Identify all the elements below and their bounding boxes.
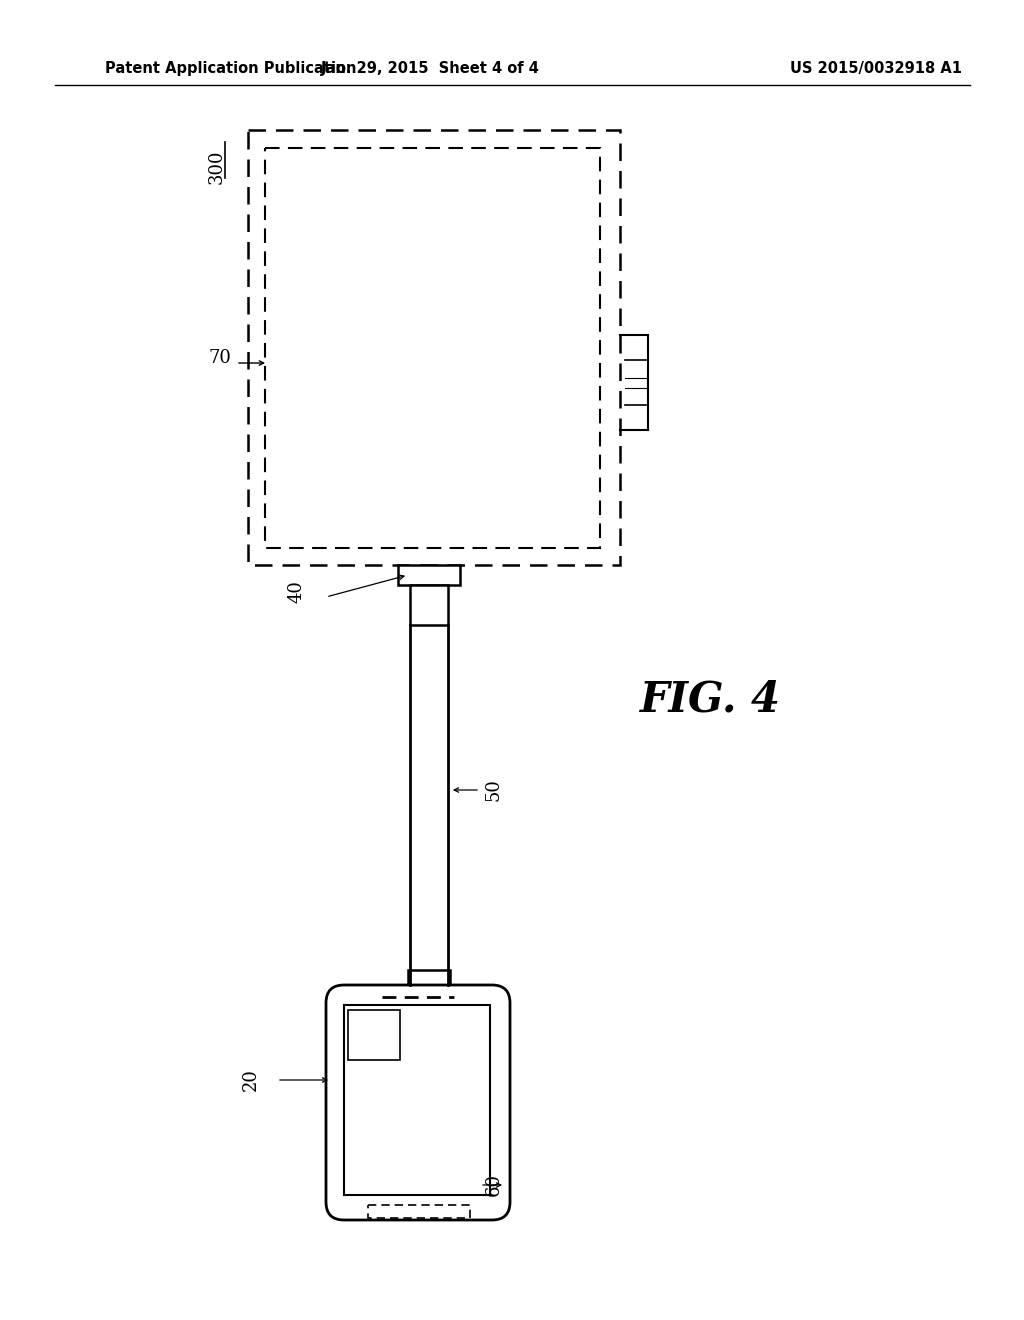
Text: 50: 50 bbox=[485, 779, 503, 801]
Text: 20: 20 bbox=[242, 1069, 260, 1092]
Bar bbox=[368, 1205, 470, 1218]
Bar bbox=[344, 1005, 490, 1195]
Text: Patent Application Publication: Patent Application Publication bbox=[105, 61, 356, 75]
FancyBboxPatch shape bbox=[326, 985, 510, 1220]
Text: 70: 70 bbox=[208, 348, 230, 367]
Text: 40: 40 bbox=[288, 581, 306, 603]
Bar bbox=[398, 565, 460, 585]
Text: 60: 60 bbox=[485, 1173, 503, 1196]
Bar bbox=[408, 970, 450, 985]
Text: FIG. 4: FIG. 4 bbox=[640, 678, 781, 721]
Bar bbox=[410, 585, 449, 624]
Text: US 2015/0032918 A1: US 2015/0032918 A1 bbox=[790, 61, 962, 75]
Text: Jan. 29, 2015  Sheet 4 of 4: Jan. 29, 2015 Sheet 4 of 4 bbox=[321, 61, 540, 75]
Bar bbox=[348, 1010, 400, 1060]
Text: 300: 300 bbox=[208, 150, 226, 185]
